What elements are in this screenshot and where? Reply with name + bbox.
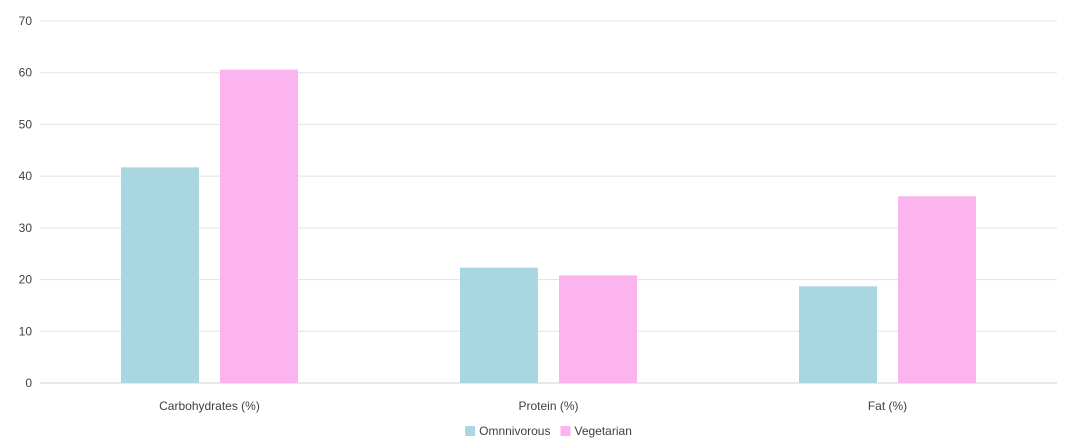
legend-swatch-omnnivorous [465, 426, 476, 436]
bar-omnnivorous-1 [460, 267, 538, 383]
x-category-label: Fat (%) [868, 399, 907, 413]
legend-label-vegetarian: Vegetarian [574, 424, 631, 438]
y-axis-ticks: 0 10 20 30 40 50 60 70 [19, 14, 33, 390]
y-tick-label: 70 [19, 14, 33, 28]
legend: Omnnivorous Vegetarian [465, 424, 632, 438]
bars [121, 69, 976, 384]
bar-omnnivorous-2 [799, 286, 877, 383]
y-tick-label: 20 [19, 273, 33, 287]
bar-vegetarian-2 [898, 196, 976, 383]
x-category-label: Protein (%) [518, 399, 578, 413]
legend-swatch-vegetarian [560, 426, 571, 436]
gridlines [40, 20, 1057, 332]
bar-vegetarian-1 [559, 275, 637, 383]
y-tick-label: 30 [19, 221, 33, 235]
x-axis-labels: Carbohydrates (%) Protein (%) Fat (%) [159, 399, 907, 413]
y-tick-label: 50 [19, 117, 33, 131]
y-tick-label: 60 [19, 66, 33, 80]
y-tick-label: 0 [25, 376, 32, 390]
y-tick-label: 10 [19, 324, 33, 338]
x-category-label: Carbohydrates (%) [159, 399, 260, 413]
legend-label-omnnivorous: Omnnivorous [479, 424, 550, 438]
bar-omnnivorous-0 [121, 167, 199, 383]
y-tick-label: 40 [19, 169, 33, 183]
bar-vegetarian-0 [220, 69, 298, 384]
